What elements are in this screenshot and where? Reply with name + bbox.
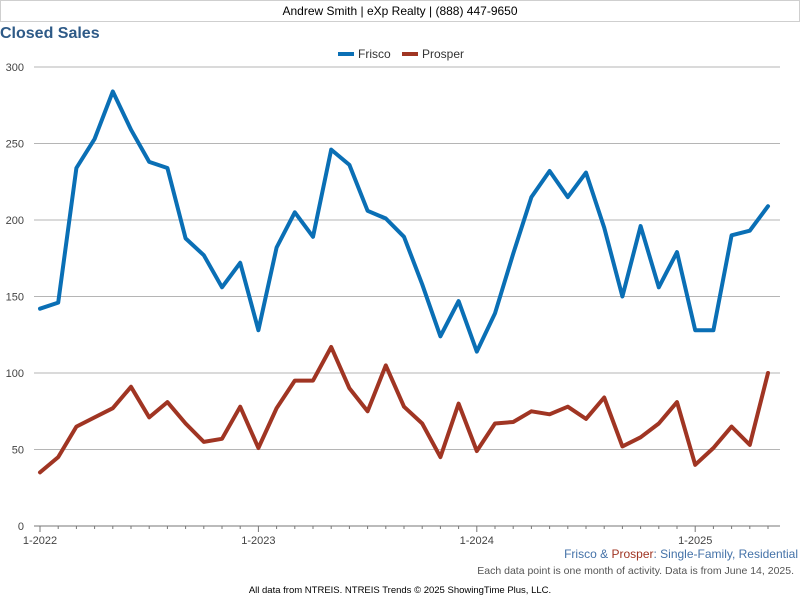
y-tick-label-150: 150 [6, 292, 24, 304]
legend-label-frisco: Frisco [358, 47, 391, 61]
x-axis: 1-2022 1-2023 1-2024 1-2025 [23, 526, 769, 547]
caption-property-type: : Single-Family, Residential [653, 547, 799, 561]
chart-caption: Frisco & Prosper: Single-Family, Residen… [564, 547, 798, 561]
series-lines [38, 89, 770, 475]
data-note: Each data point is one month of activity… [477, 565, 794, 577]
x-tick-label-1-2024: 1-2024 [460, 535, 494, 547]
series-line-frisco [38, 89, 770, 354]
x-tick-label-1-2025: 1-2025 [678, 535, 712, 547]
caption-ampersand: & [600, 547, 609, 561]
y-axis-ticks: 0 50 100 150 200 250 300 [6, 62, 24, 533]
series-line-prosper [38, 345, 770, 475]
grid-lines [34, 66, 780, 527]
legend-label-prosper: Prosper [422, 47, 464, 61]
y-tick-label-0: 0 [18, 521, 24, 533]
caption-frisco: Frisco [564, 547, 597, 561]
y-tick-label-100: 100 [6, 368, 24, 380]
y-tick-label-200: 200 [6, 215, 24, 227]
footer-credit: All data from NTREIS. NTREIS Trends © 20… [248, 585, 552, 596]
agent-header: Andrew Smith | eXp Realty | (888) 447-96… [0, 0, 800, 22]
x-tick-label-1-2022: 1-2022 [23, 535, 57, 547]
caption-prosper: Prosper [611, 547, 654, 561]
x-tick-label-1-2023: 1-2023 [241, 535, 275, 547]
chart-title: Closed Sales [0, 25, 100, 42]
y-tick-label-250: 250 [6, 139, 24, 151]
y-tick-label-300: 300 [6, 62, 24, 74]
y-tick-label-50: 50 [12, 445, 24, 457]
legend: Frisco Prosper [338, 47, 464, 61]
